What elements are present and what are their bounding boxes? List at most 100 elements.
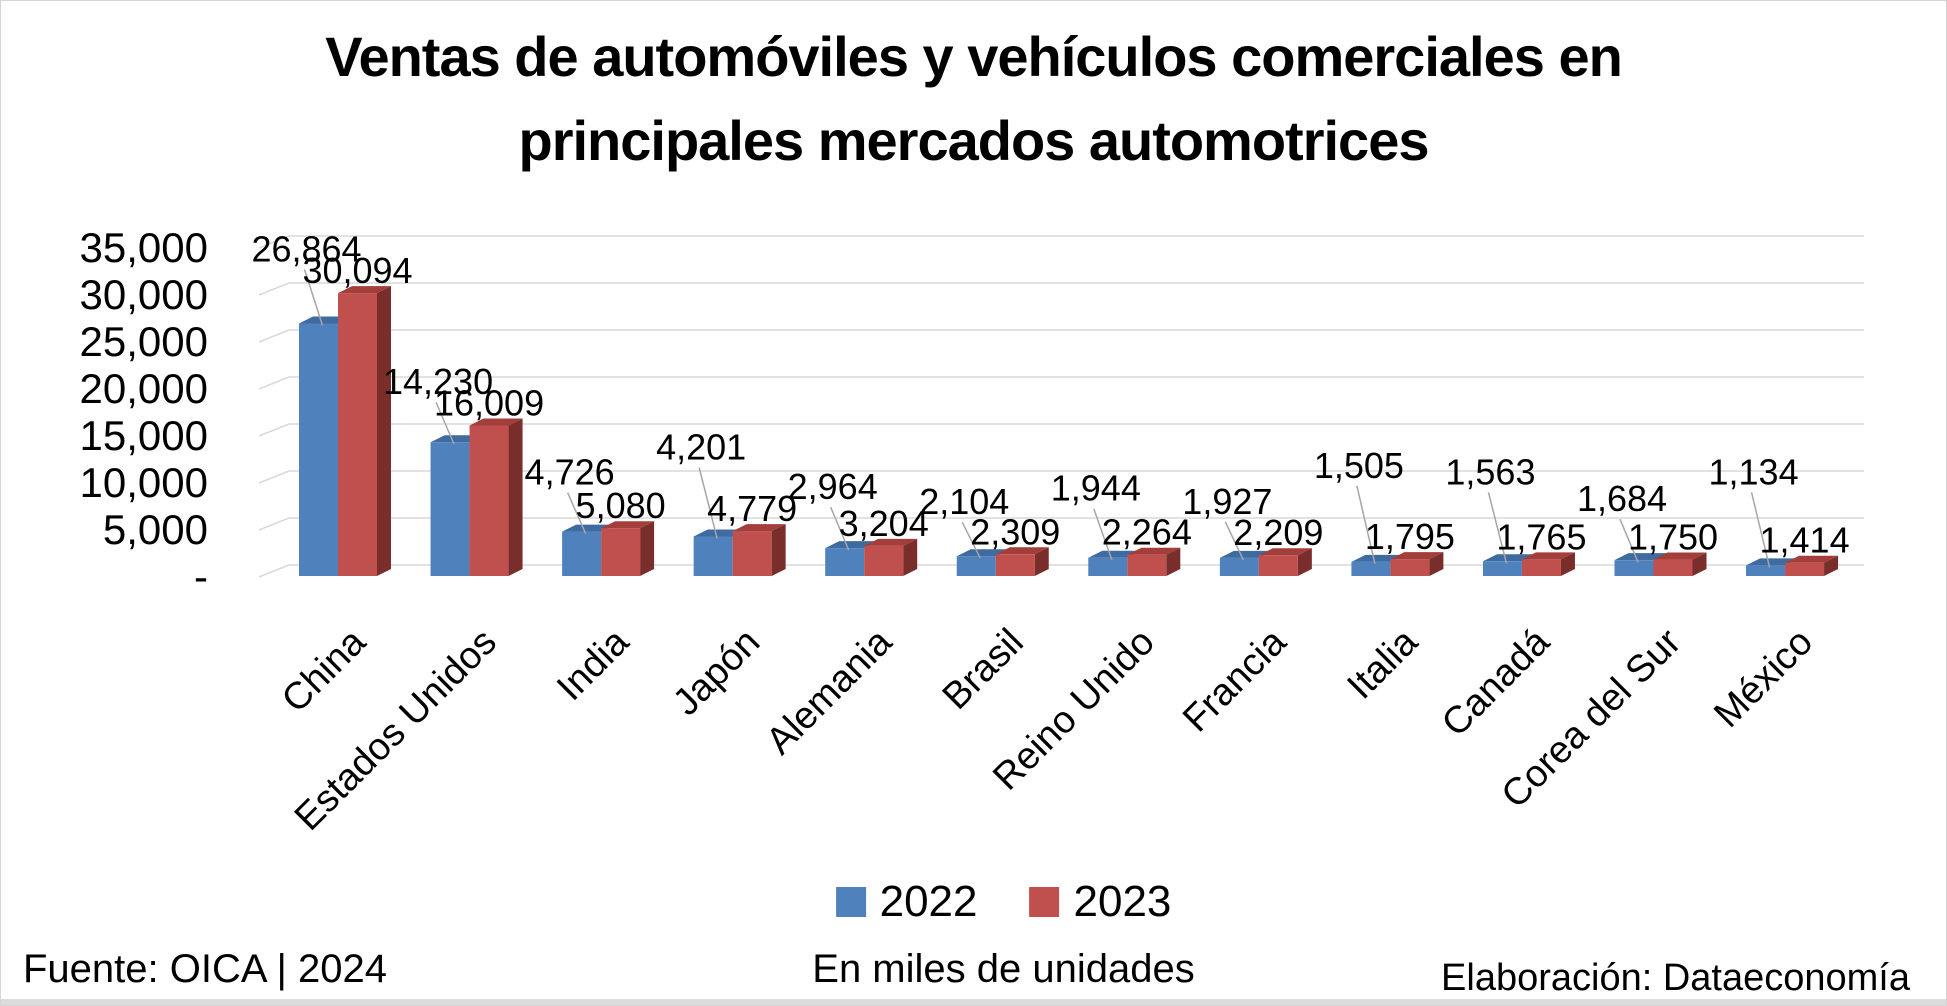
data-label-2022-corea-del-sur: 1,684: [1577, 478, 1667, 519]
legend-item-2022: 2022: [835, 877, 978, 927]
y-axis-tick-label-2: 10,000: [80, 459, 208, 506]
gridline-depth-1: [258, 517, 290, 531]
y-axis-tick-label-3: 15,000: [80, 412, 208, 459]
y-axis-tick-label-6: 30,000: [80, 271, 208, 318]
bar-2023-mexico: [1785, 562, 1825, 576]
bar-2022-canada: [1482, 561, 1522, 576]
data-label-2023-canada: 1,765: [1496, 516, 1586, 557]
bar-side-2023-mexico: [1824, 555, 1839, 576]
gridline-depth-2: [258, 470, 290, 484]
data-label-2022-estados-unidos: 14,230: [383, 361, 493, 402]
bar-2022-japon: [693, 536, 733, 576]
bar-side-2023-india: [640, 521, 655, 576]
leader-line-2022-francia: [1224, 521, 1245, 561]
leader-line-2022-mexico: [1750, 492, 1771, 568]
bar-2022-mexico: [1746, 565, 1786, 576]
bar-2023-china: [338, 293, 377, 576]
data-label-2022-japon: 4,201: [656, 427, 746, 468]
y-axis-tick-label-0: -: [194, 553, 208, 600]
gridline-depth-5: [258, 329, 290, 343]
data-label-2023-alemania: 3,204: [839, 503, 929, 544]
data-label-2023-reino-unido: 2,264: [1102, 512, 1192, 553]
data-label-2022-italia: 1,505: [1314, 445, 1404, 486]
chart-title: Ventas de automóviles y vehículos comerc…: [1, 15, 1946, 183]
bar-side-2023-alemania: [903, 538, 918, 576]
gridline-depth-0: [258, 564, 290, 578]
bar-2023-alemania: [864, 545, 904, 576]
legend: 2022 2023: [835, 877, 1172, 927]
y-axis-tick-label-5: 25,000: [80, 318, 208, 365]
gridline-depth-7: [258, 235, 290, 249]
data-label-2022-mexico: 1,134: [1709, 451, 1799, 492]
data-label-2023-mexico: 1,414: [1760, 520, 1850, 561]
bottom-edge-strip: [1, 999, 1946, 1005]
bar-side-2023-italia: [1429, 552, 1444, 576]
bar-top-2023-brasil: [995, 547, 1049, 555]
gridline-depth-3: [258, 423, 290, 437]
y-axis-tick-label-1: 5,000: [103, 506, 208, 553]
data-label-2023-italia: 1,795: [1365, 516, 1455, 557]
bar-2023-japon: [732, 531, 772, 576]
bar-side-2023-brasil: [1034, 547, 1049, 576]
bar-top-2023-estados-unidos: [469, 418, 523, 426]
leader-line-2022-china: [303, 269, 324, 326]
data-label-2022-canada: 1,563: [1445, 451, 1535, 492]
bar-2022-india: [562, 531, 602, 576]
leader-line-2022-estados-unidos: [435, 401, 455, 445]
bar-side-2023-china: [377, 286, 391, 576]
data-label-2022-francia: 1,927: [1182, 481, 1272, 522]
chart-title-line-2: principales mercados automotrices: [518, 109, 1429, 172]
bar-2023-italia: [1390, 559, 1430, 576]
bar-2022-china: [299, 323, 338, 576]
footer-credit: Elaboración: Dataeconomía: [1441, 957, 1910, 999]
data-label-2022-alemania: 2,964: [788, 466, 878, 507]
bar-2023-canada: [1521, 559, 1561, 576]
bar-top-2022-corea-del-sur: [1614, 553, 1668, 561]
leader-line-2022-alemania: [830, 506, 850, 551]
chart-title-line-1: Ventas de automóviles y vehículos comerc…: [325, 25, 1623, 88]
data-label-2023-china: 30,094: [302, 250, 412, 291]
bar-side-2023-canada: [1560, 552, 1575, 576]
legend-swatch-2022: [835, 887, 866, 917]
bar-2023-india: [601, 528, 641, 576]
bar-2022-brasil: [956, 556, 996, 576]
bar-2022-francia: [1219, 557, 1259, 576]
data-label-2022-china: 26,864: [251, 228, 361, 269]
bar-top-2023-mexico: [1785, 555, 1839, 563]
bar-top-2023-reino-unido: [1127, 547, 1181, 555]
bar-2022-estados-unidos: [430, 442, 470, 576]
bar-top-2023-canada: [1521, 552, 1575, 560]
leader-line-2022-corea-del-sur: [1619, 518, 1639, 563]
data-label-2023-brasil: 2,309: [970, 511, 1060, 552]
footer-source: Fuente: OICA | 2024: [23, 947, 387, 991]
gridline-depth-6: [258, 282, 290, 296]
y-axis-tick-label-7: 35,000: [80, 224, 208, 271]
bar-top-2023-italia: [1390, 552, 1444, 560]
bar-top-2023-francia: [1258, 548, 1312, 556]
legend-label-2023: 2023: [1073, 877, 1172, 926]
bar-top-2023-japon: [732, 524, 786, 532]
data-label-2022-reino-unido: 1,944: [1051, 468, 1141, 509]
data-label-2023-japon: 4,779: [707, 488, 797, 529]
bar-2022-alemania: [825, 548, 865, 576]
bar-side-2023-francia: [1297, 548, 1312, 576]
leader-line-2022-brasil: [961, 521, 981, 559]
bar-side-2023-japon: [771, 524, 786, 576]
bar-2023-estados-unidos: [469, 425, 509, 576]
data-label-2022-india: 4,726: [525, 452, 615, 493]
data-label-2023-india: 5,080: [576, 485, 666, 526]
leader-line-2022-reino-unido: [1093, 508, 1113, 560]
legend-swatch-2023: [1029, 887, 1060, 917]
data-label-2023-estados-unidos: 16,009: [434, 383, 544, 424]
bar-2023-corea-del-sur: [1653, 559, 1693, 576]
bar-top-2023-alemania: [864, 538, 918, 546]
leader-line-2022-canada: [1487, 492, 1508, 564]
legend-item-2023: 2023: [1029, 877, 1172, 927]
bar-side-2023-reino-unido: [1166, 547, 1181, 576]
bar-top-2023-corea-del-sur: [1653, 552, 1707, 560]
bar-2023-francia: [1258, 555, 1298, 576]
leader-line-2022-italia: [1356, 485, 1376, 565]
legend-label-2022: 2022: [879, 877, 978, 926]
